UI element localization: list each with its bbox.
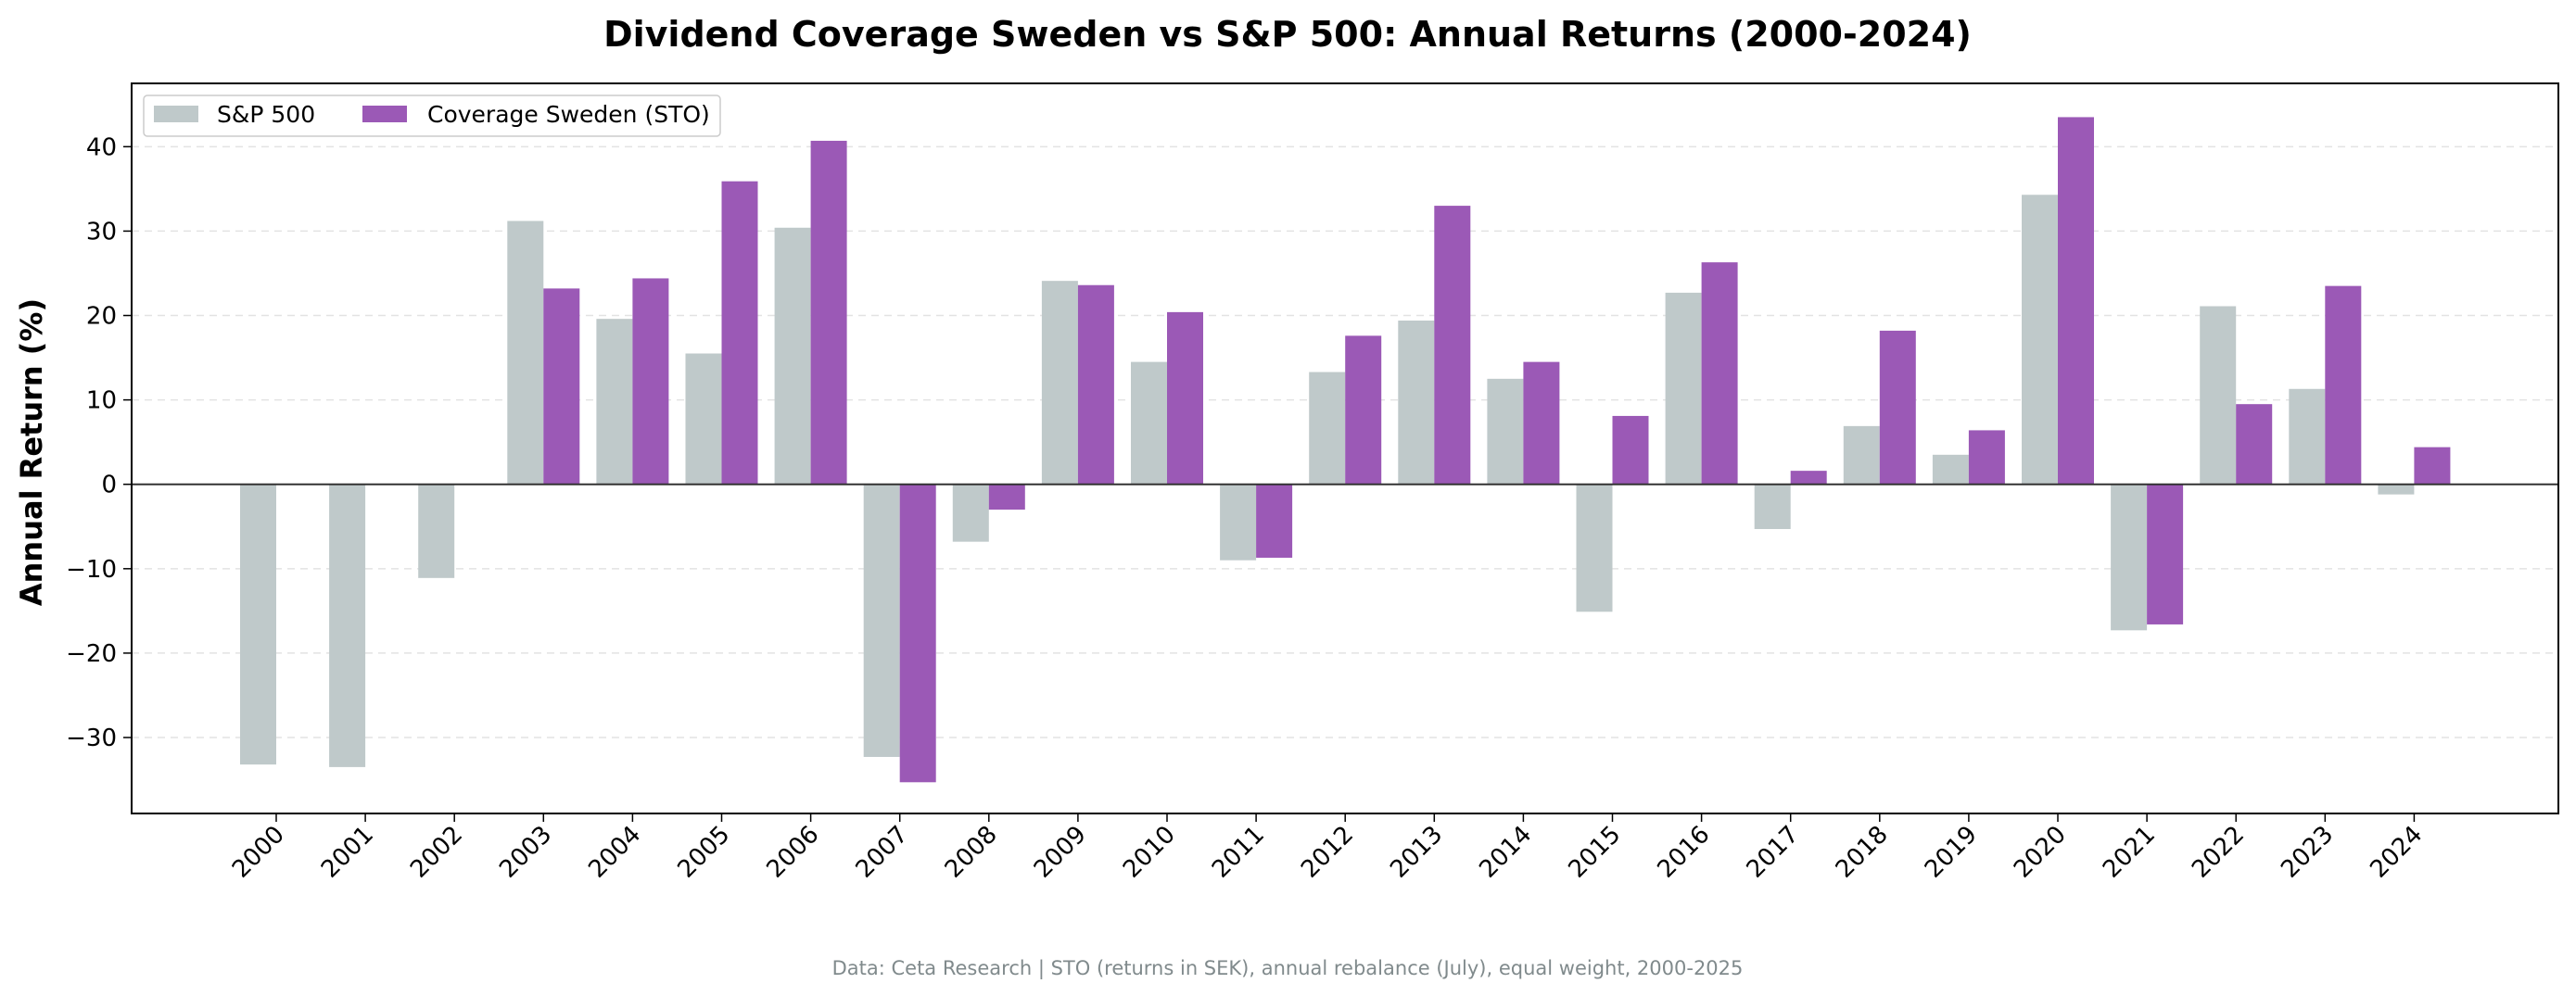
y-tick-label: 40: [86, 133, 117, 161]
bar-coverage-sweden: [988, 484, 1025, 511]
bar-sp500: [507, 221, 544, 485]
bar-sp500: [2378, 484, 2415, 495]
x-tick-label: 2018: [1831, 821, 1894, 884]
bar-sp500: [1665, 292, 1702, 485]
bar-sp500: [1220, 484, 1257, 561]
x-tick-label: 2008: [940, 821, 1003, 884]
bar-sp500: [774, 227, 811, 485]
y-tick-label: 20: [86, 303, 117, 331]
x-tick-label: 2010: [1118, 821, 1181, 884]
x-tick-label: 2022: [2187, 821, 2250, 884]
x-tick-label: 2014: [1474, 821, 1537, 884]
bar-sp500: [1576, 484, 1613, 612]
bar-coverage-sweden: [2236, 404, 2273, 485]
bar-coverage-sweden: [1167, 311, 1203, 485]
y-axis-label: Annual Return (%): [14, 298, 49, 606]
x-tick-label: 2015: [1563, 821, 1626, 884]
x-tick-label: 2005: [672, 821, 735, 884]
x-tick-label: 2002: [405, 821, 468, 884]
bar-sp500: [2022, 195, 2058, 485]
bar-coverage-sweden: [1790, 471, 1827, 485]
bar-sp500: [1843, 425, 1880, 485]
bar-sp500: [2200, 306, 2237, 485]
bar-sp500: [1041, 281, 1078, 485]
bar-coverage-sweden: [2147, 484, 2184, 624]
x-tick-label: 2013: [1385, 821, 1448, 884]
bar-sp500: [685, 353, 722, 485]
bar-coverage-sweden: [1612, 415, 1649, 485]
bar-sp500: [1487, 378, 1524, 485]
bar-sp500: [1932, 454, 1969, 485]
bar-coverage-sweden: [810, 140, 847, 485]
footnote: Data: Ceta Research | STO (returns in SE…: [832, 957, 1744, 980]
y-tick-label: 10: [86, 387, 117, 415]
bar-coverage-sweden: [1968, 430, 2005, 485]
x-tick-label: 2007: [851, 821, 914, 884]
legend: S&P 500 Coverage Sweden (STO): [143, 95, 721, 137]
x-tick-label: 2009: [1029, 821, 1092, 884]
y-axis-ticks: −30 −20 −10 0 10 20 30 40: [66, 133, 132, 752]
y-tick-label: −20: [66, 640, 117, 668]
chart-title: Dividend Coverage Sweden vs S&P 500: Ann…: [603, 14, 1972, 55]
bar-sp500: [1754, 484, 1791, 529]
bar-coverage-sweden: [632, 278, 669, 485]
x-axis-ticks: 2000 2001 2002 2003 2004 2005 2006 2007 2008 2009…: [227, 813, 2428, 884]
bar-sp500: [240, 484, 276, 765]
x-tick-label: 2004: [583, 821, 646, 884]
legend-label-coverage-sweden: Coverage Sweden (STO): [427, 101, 710, 128]
bar-sp500: [1131, 361, 1167, 485]
bar-sp500: [329, 484, 366, 767]
x-tick-label: 2017: [1742, 821, 1805, 884]
bar-sp500: [952, 484, 989, 542]
bar-coverage-sweden: [2325, 285, 2362, 485]
bar-coverage-sweden: [543, 288, 580, 485]
y-tick-label: −30: [66, 725, 117, 752]
bar-coverage-sweden: [721, 181, 758, 485]
bar-sp500: [596, 319, 633, 485]
bar-coverage-sweden: [1345, 335, 1382, 485]
bar-coverage-sweden: [2058, 117, 2094, 485]
x-tick-label: 2011: [1207, 821, 1270, 884]
x-tick-label: 2021: [2098, 821, 2161, 884]
x-tick-label: 2000: [227, 821, 290, 884]
bar-sp500: [1398, 320, 1435, 485]
bars: [240, 117, 2451, 783]
bar-coverage-sweden: [1701, 262, 1738, 485]
bar-sp500: [1309, 372, 1346, 485]
x-tick-label: 2020: [2009, 821, 2072, 884]
legend-label-sp500: S&P 500: [217, 101, 315, 128]
legend-swatch-coverage-sweden: [362, 106, 407, 122]
bar-coverage-sweden: [1256, 484, 1293, 558]
x-tick-label: 2016: [1653, 821, 1716, 884]
bar-coverage-sweden: [1434, 206, 1471, 485]
bar-coverage-sweden: [1523, 361, 1560, 485]
y-tick-label: 0: [101, 472, 117, 499]
bar-sp500: [2111, 484, 2148, 631]
bar-sp500: [863, 484, 900, 757]
x-tick-label: 2006: [762, 821, 825, 884]
bar-sp500: [418, 484, 455, 578]
bar-coverage-sweden: [2414, 447, 2451, 485]
bar-coverage-sweden: [1077, 284, 1114, 485]
y-tick-label: 30: [86, 218, 117, 246]
bar-coverage-sweden: [899, 484, 936, 783]
x-tick-label: 2001: [316, 821, 379, 884]
x-tick-label: 2024: [2365, 821, 2428, 884]
bar-sp500: [2289, 388, 2326, 485]
legend-box: [143, 95, 721, 137]
x-tick-label: 2019: [1920, 821, 1983, 884]
x-tick-label: 2023: [2276, 821, 2339, 884]
x-tick-label: 2003: [494, 821, 557, 884]
y-tick-label: −10: [66, 556, 117, 584]
x-tick-label: 2012: [1296, 821, 1359, 884]
bar-coverage-sweden: [1879, 330, 1916, 485]
legend-swatch-sp500: [154, 106, 198, 122]
